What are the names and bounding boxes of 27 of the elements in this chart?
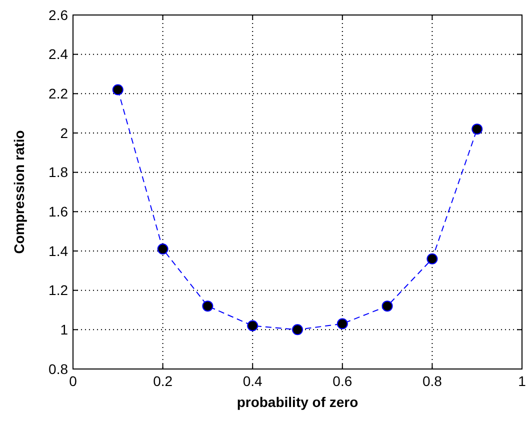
y-tick-label: 1	[60, 322, 68, 338]
point	[292, 324, 303, 336]
point	[426, 253, 438, 264]
y-axis-title: Compression ratio	[11, 130, 27, 254]
x-tick-label: 0.6	[332, 373, 352, 389]
y-tick-label: 2.4	[48, 46, 68, 62]
y-tick-label: 1.8	[48, 164, 68, 180]
x-tick-label: 0.8	[422, 373, 442, 389]
y-tick-label: 0.8	[48, 360, 68, 377]
point	[336, 318, 348, 330]
point	[247, 320, 258, 332]
y-tick-label: 1.6	[48, 204, 68, 220]
x-tick-label: 0	[69, 373, 78, 389]
point	[382, 300, 393, 312]
x-tick-label: 0.4	[242, 373, 263, 389]
y-tick-label: 2	[60, 124, 68, 141]
y-tick-label: 1.2	[48, 282, 68, 298]
x-axis-title: probability of zero	[236, 394, 358, 410]
y-tick-label: 1.4	[48, 242, 68, 259]
x-tick-label: 0.2	[153, 373, 173, 389]
point	[202, 300, 214, 312]
x-tick-label: 1	[518, 373, 526, 389]
point	[472, 124, 483, 135]
point	[157, 244, 168, 255]
point	[112, 84, 124, 96]
y-tick-label: 2.6	[48, 6, 68, 23]
y-tick-label: 2.2	[48, 86, 68, 102]
